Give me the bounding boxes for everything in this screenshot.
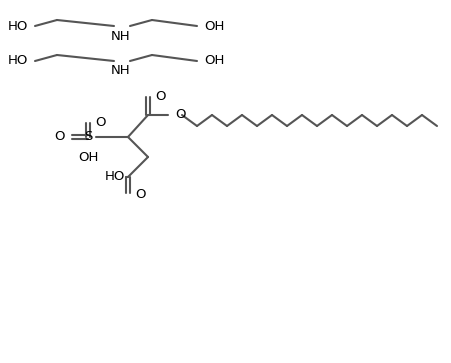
- Text: OH: OH: [204, 20, 225, 33]
- Text: NH: NH: [111, 65, 131, 77]
- Text: O: O: [135, 188, 146, 200]
- Text: NH: NH: [111, 29, 131, 42]
- Text: S: S: [84, 131, 92, 143]
- Text: O: O: [175, 109, 185, 122]
- Text: O: O: [55, 131, 65, 143]
- Text: OH: OH: [78, 151, 98, 164]
- Text: HO: HO: [105, 171, 125, 184]
- Text: O: O: [155, 90, 166, 102]
- Text: O: O: [95, 115, 106, 129]
- Text: HO: HO: [8, 20, 28, 33]
- Text: HO: HO: [8, 54, 28, 68]
- Text: OH: OH: [204, 54, 225, 68]
